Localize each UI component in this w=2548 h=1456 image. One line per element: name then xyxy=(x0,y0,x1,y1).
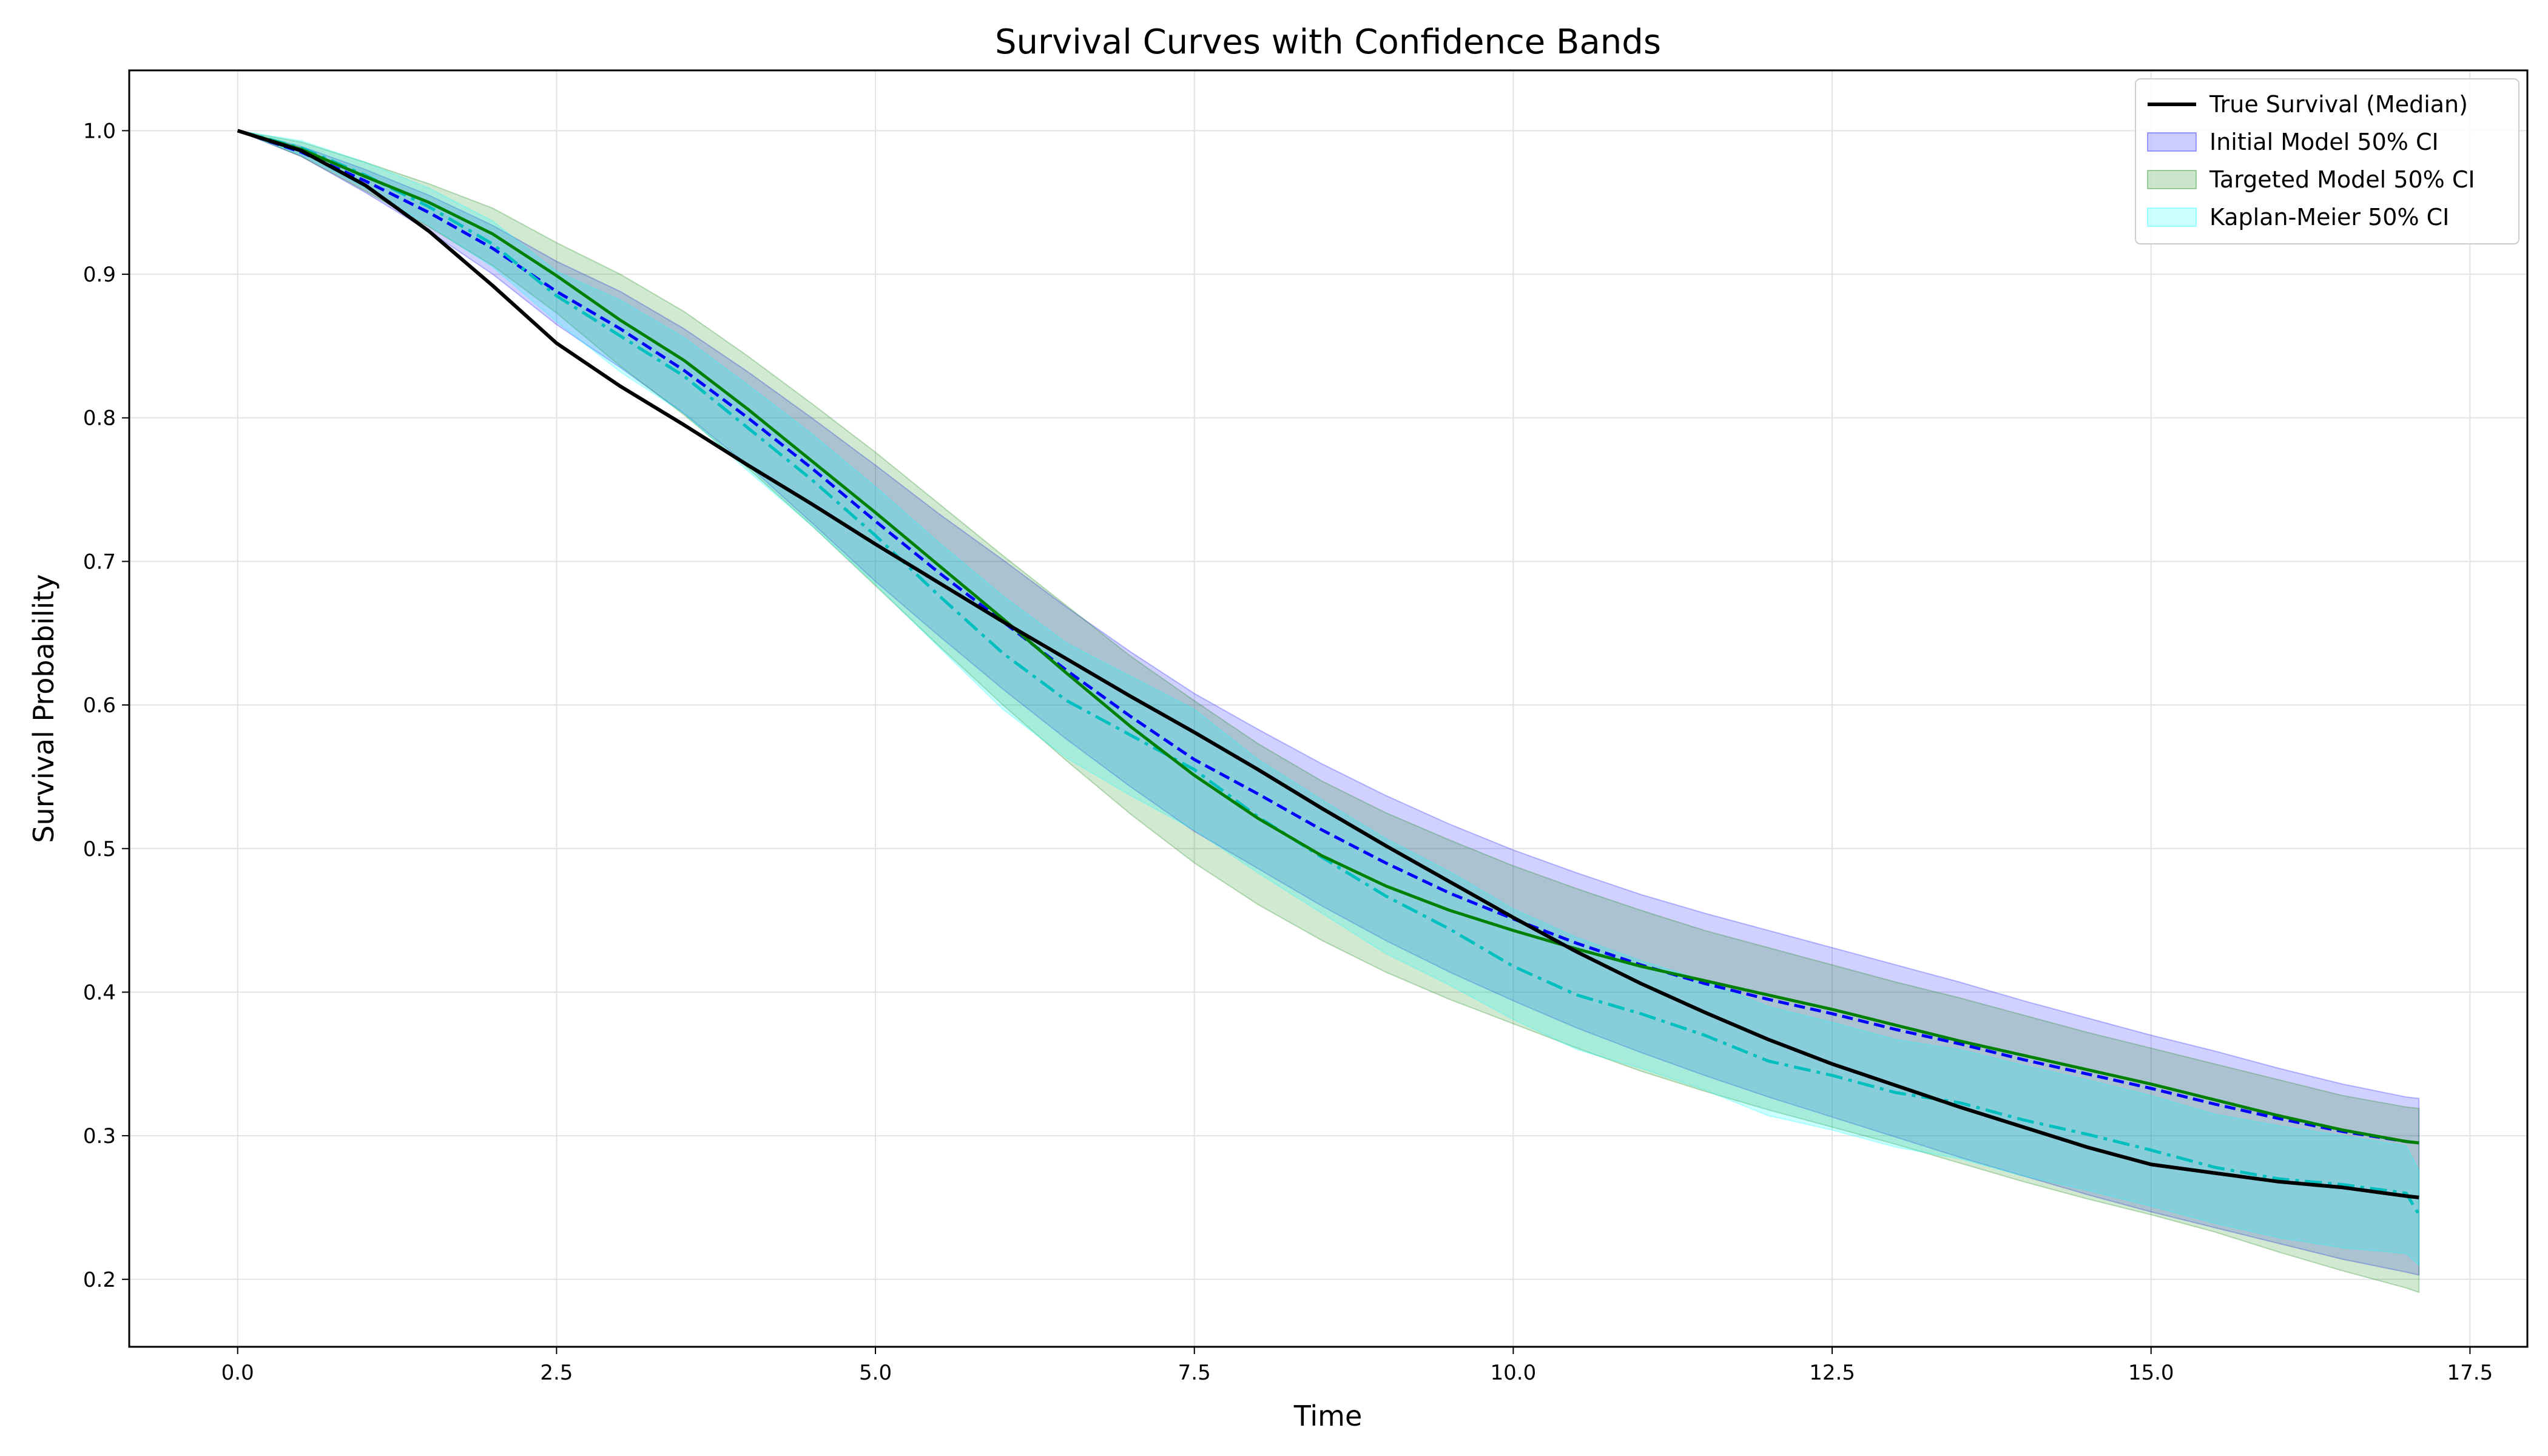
x-tick-label: 0.0 xyxy=(221,1361,254,1385)
chart-title: Survival Curves with Confidence Bands xyxy=(995,22,1661,62)
y-tick-label: 0.7 xyxy=(83,550,116,574)
legend-swatch-patch xyxy=(2147,207,2197,227)
series-line-initial-model xyxy=(237,129,2419,1145)
series-line-kaplan-meier xyxy=(237,129,2421,1216)
y-tick-label: 1.0 xyxy=(83,119,116,143)
y-tick-label: 0.5 xyxy=(83,837,116,861)
y-tick-label: 0.8 xyxy=(83,406,116,431)
y-tick-label: 0.3 xyxy=(83,1124,116,1148)
legend-swatch-patch xyxy=(2147,132,2197,152)
legend-box xyxy=(2135,78,2519,244)
band-layer xyxy=(237,130,2420,1293)
x-tick-label: 15.0 xyxy=(2128,1361,2174,1385)
ci-band-kaplan-meier-50-ci xyxy=(237,130,2420,1267)
y-axis-label: Survival Probability xyxy=(27,574,60,843)
x-tick-label: 12.5 xyxy=(1809,1361,1855,1385)
x-tick-label: 7.5 xyxy=(1178,1361,1211,1385)
plot-frame xyxy=(128,69,2529,1348)
y-tick-label: 0.4 xyxy=(83,980,116,1005)
y-tick-label: 0.2 xyxy=(83,1268,116,1292)
legend: True Survival (Median) Initial Model 50% … xyxy=(2135,78,2519,244)
legend-label: Targeted Model 50% CI xyxy=(2209,166,2475,193)
tick-layer: 0.0 2.5 5.0 7.5 10.0 12.5 15.0 17.5 0.2 0.3 0.4 0.5… xyxy=(83,119,2493,1385)
x-tick-label: 5.0 xyxy=(859,1361,892,1385)
legend-label: Kaplan-Meier 50% CI xyxy=(2209,204,2449,231)
series-line-true-survival-median- xyxy=(237,129,2419,1199)
line-layer xyxy=(237,129,2421,1216)
y-tick-label: 0.9 xyxy=(83,263,116,287)
y-tick-label: 0.6 xyxy=(83,693,116,718)
x-tick-label: 10.0 xyxy=(1491,1361,1537,1385)
ci-band-targeted-model-50-ci xyxy=(237,130,2420,1293)
grid-layer xyxy=(129,70,2527,1347)
ci-band-initial-model-50-ci xyxy=(237,130,2420,1276)
x-tick-label: 2.5 xyxy=(540,1361,573,1385)
series-line-targeted-model xyxy=(237,129,2419,1145)
legend-label: Initial Model 50% CI xyxy=(2209,129,2439,155)
x-tick-label: 17.5 xyxy=(2447,1361,2493,1385)
legend-swatch-patch xyxy=(2147,170,2197,189)
legend-label: True Survival (Median) xyxy=(2209,91,2468,118)
x-axis-label: Time xyxy=(1293,1400,1363,1432)
